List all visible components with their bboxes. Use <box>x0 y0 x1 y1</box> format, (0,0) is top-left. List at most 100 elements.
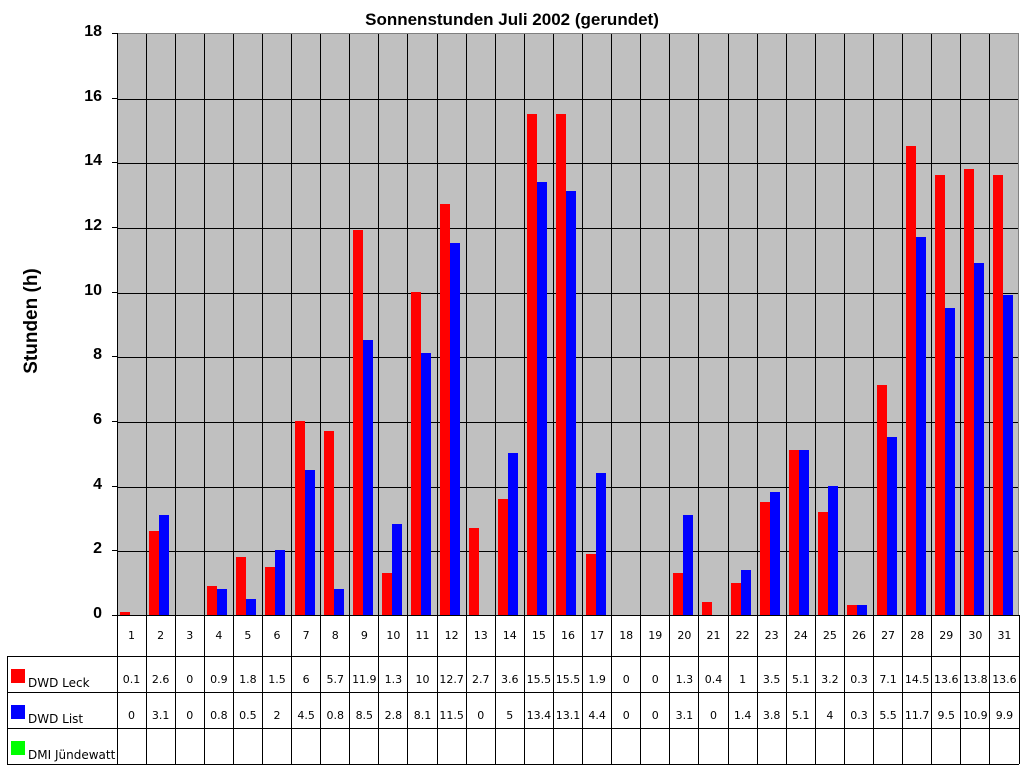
data-cell: 5.5 <box>879 709 897 722</box>
category-label: 4 <box>215 629 223 642</box>
bar-dwd-list <box>886 437 897 615</box>
category-divider <box>523 34 525 615</box>
category-label: 16 <box>560 629 575 642</box>
category-label: 27 <box>881 629 896 642</box>
category-label: 25 <box>822 629 837 642</box>
data-cell: 13.8 <box>963 673 988 686</box>
category-label: 14 <box>502 629 517 642</box>
legend-swatch-dwd-leck <box>11 669 25 683</box>
data-cell: 0.1 <box>122 673 141 686</box>
category-label: 8 <box>331 629 339 642</box>
category-label: 11 <box>415 629 430 642</box>
category-divider <box>698 34 700 615</box>
category-divider <box>320 34 322 615</box>
bar-dwd-leck <box>818 511 829 615</box>
data-cell: 0 <box>128 709 136 722</box>
category-divider <box>203 34 205 615</box>
category-label: 1 <box>128 629 136 642</box>
bar-dwd-leck <box>410 291 421 615</box>
table-vline <box>611 615 613 764</box>
bar-dwd-list <box>333 589 344 615</box>
bar-dwd-list <box>566 191 577 615</box>
y-tick-mark <box>112 356 117 358</box>
table-vline <box>494 615 496 764</box>
bar-dwd-list <box>391 524 402 615</box>
bar-dwd-leck <box>236 556 247 615</box>
category-divider <box>843 34 845 615</box>
data-cell: 0.8 <box>326 709 344 722</box>
data-cell: 2.6 <box>151 673 170 686</box>
bar-dwd-leck <box>672 572 683 615</box>
data-cell: 4.4 <box>588 709 606 722</box>
category-divider <box>465 34 467 615</box>
data-cell: 0 <box>709 709 717 722</box>
table-vline <box>843 615 845 764</box>
table-vline <box>640 615 642 764</box>
table-vline <box>698 615 700 764</box>
data-cell: 0.9 <box>210 673 228 686</box>
category-divider <box>174 34 176 615</box>
data-cell: 3.8 <box>762 709 781 722</box>
y-tick-mark <box>112 97 117 99</box>
table-hline <box>7 764 1019 765</box>
legend-label: DWD List <box>28 712 84 726</box>
bar-dwd-list <box>799 450 810 615</box>
y-tick-label: 4 <box>93 475 102 493</box>
legend-label: DWD Leck <box>28 676 90 690</box>
data-cell: 0 <box>186 709 194 722</box>
category-divider <box>756 34 758 615</box>
category-divider <box>145 34 147 615</box>
bar-dwd-list <box>420 353 431 615</box>
data-cell: 14.5 <box>904 673 930 686</box>
category-divider <box>727 34 729 615</box>
table-vline <box>669 615 671 764</box>
table-vline <box>232 615 234 764</box>
data-cell: 5.1 <box>792 709 810 722</box>
data-cell: 0.5 <box>239 709 257 722</box>
data-cell: 6 <box>302 673 310 686</box>
table-vline <box>873 615 875 764</box>
bar-dwd-leck <box>352 230 363 615</box>
data-cell: 1.5 <box>268 673 286 686</box>
category-label: 15 <box>531 629 546 642</box>
bar-dwd-list <box>828 485 839 615</box>
bar-dwd-list <box>450 243 461 615</box>
data-cell: 0 <box>186 673 194 686</box>
category-label: 2 <box>157 629 165 642</box>
bar-dwd-leck <box>323 430 334 615</box>
legend-label: DMI Jündewatt <box>28 748 116 762</box>
data-cell: 0 <box>651 709 659 722</box>
data-cell: 1.8 <box>239 673 257 686</box>
table-vline <box>291 615 293 764</box>
bar-dwd-list <box>1002 294 1013 615</box>
bar-dwd-list <box>857 605 868 615</box>
data-cell: 11.7 <box>904 709 930 722</box>
data-cell: 4 <box>826 709 834 722</box>
category-divider <box>785 34 787 615</box>
category-label: 7 <box>302 629 310 642</box>
data-cell: 9.9 <box>995 709 1014 722</box>
data-cell: 0.8 <box>210 709 228 722</box>
category-divider <box>232 34 234 615</box>
table-vline <box>902 615 904 764</box>
data-cell: 10.9 <box>963 709 988 722</box>
data-cell: 2 <box>273 709 281 722</box>
table-vline <box>116 615 118 764</box>
bar-dwd-leck <box>701 602 712 615</box>
category-divider <box>669 34 671 615</box>
table-vline <box>407 615 409 764</box>
bar-dwd-leck <box>149 530 160 615</box>
category-label: 12 <box>444 629 459 642</box>
bar-dwd-list <box>973 262 984 615</box>
data-cell: 3.1 <box>151 709 170 722</box>
bar-dwd-leck <box>440 204 451 615</box>
category-label: 26 <box>851 629 866 642</box>
category-label: 9 <box>360 629 368 642</box>
data-cell: 0 <box>622 673 630 686</box>
bar-dwd-list <box>741 569 752 615</box>
table-vline <box>1018 615 1020 764</box>
data-cell: 4.5 <box>297 709 315 722</box>
table-vline <box>203 615 205 764</box>
y-tick-mark <box>112 227 117 228</box>
data-cell: 13.1 <box>555 709 581 722</box>
